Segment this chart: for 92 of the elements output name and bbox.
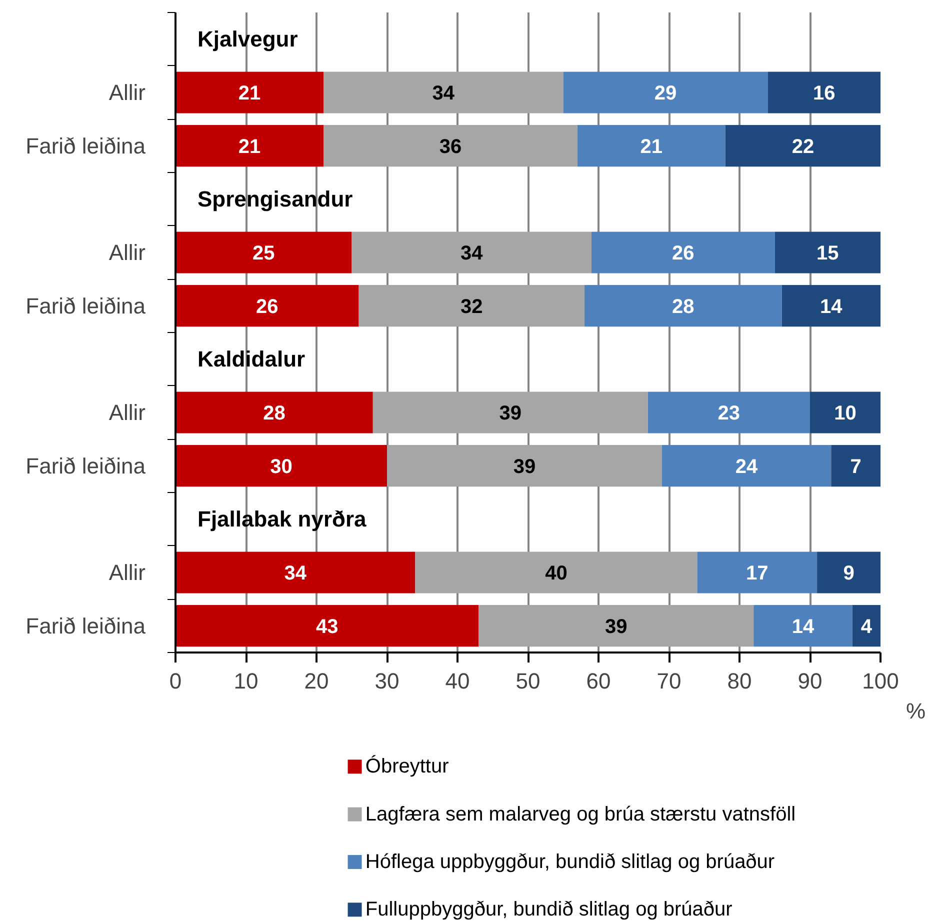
bar <box>831 445 880 487</box>
data-label: 29 <box>654 82 677 104</box>
bar <box>782 285 880 327</box>
bar <box>176 392 373 434</box>
bar <box>852 605 880 647</box>
y-tick-label: Kjalvegur <box>198 26 298 52</box>
data-label: 14 <box>820 296 844 318</box>
x-tick-label: 100 <box>862 668 899 694</box>
bar <box>768 72 880 114</box>
x-tick-label: 60 <box>586 668 611 694</box>
data-label: 39 <box>499 402 522 424</box>
legend-label: Óbreyttur <box>365 754 450 778</box>
bar <box>563 72 768 114</box>
bar <box>817 552 880 594</box>
data-label: 32 <box>460 296 483 318</box>
x-tick-label: 90 <box>798 668 822 694</box>
bar <box>372 392 648 434</box>
data-label: 21 <box>238 136 261 158</box>
data-label: 16 <box>812 82 836 104</box>
x-tick-label: 20 <box>304 668 329 694</box>
x-tick-label: 0 <box>169 668 182 694</box>
bar <box>415 552 698 594</box>
data-label: 39 <box>605 616 628 638</box>
bar <box>358 285 584 327</box>
x-tick-label: 10 <box>234 668 258 694</box>
y-tick-label: Farið leiðina <box>26 613 146 638</box>
bar <box>754 605 852 647</box>
y-tick-label: Fjallabak nyrðra <box>198 506 368 532</box>
data-label: 21 <box>640 136 662 158</box>
data-label: 30 <box>270 456 292 478</box>
text: % <box>906 698 926 724</box>
bar <box>810 392 880 434</box>
data-label: 17 <box>746 562 768 584</box>
bar <box>176 232 352 274</box>
data-label: 28 <box>263 402 286 424</box>
data-label: 43 <box>316 616 338 638</box>
x-tick-label: 30 <box>374 668 400 694</box>
y-tick-label: Allir <box>108 560 146 585</box>
data-label: 34 <box>432 82 456 104</box>
bar <box>176 445 387 487</box>
bar <box>176 552 416 594</box>
data-label: 36 <box>439 136 462 158</box>
data-label: 26 <box>256 296 278 318</box>
x-tick-label: 80 <box>727 668 752 694</box>
bar <box>176 125 324 167</box>
data-label: 9 <box>843 562 854 584</box>
y-tick-label: Allir <box>108 400 146 425</box>
bar <box>387 445 662 487</box>
y-tick-label: Farið leiðina <box>26 453 146 478</box>
data-label: 40 <box>545 562 568 584</box>
x-tick-label: 70 <box>656 668 682 694</box>
bar <box>176 72 324 114</box>
data-label: 34 <box>284 562 308 584</box>
bar <box>584 285 782 327</box>
data-label: 15 <box>816 242 839 264</box>
bar <box>176 605 479 647</box>
bar <box>697 552 818 594</box>
bar <box>577 125 726 167</box>
data-label: 28 <box>672 296 694 318</box>
data-label: 24 <box>735 456 759 478</box>
x-tick-label: 40 <box>445 668 470 694</box>
legend-label: Hóflega uppbyggður, bundið slitlag og brúaður <box>365 850 775 873</box>
legend-label: Fulluppbyggður, bundið slitlag og brúaður <box>365 898 733 921</box>
y-tick-label: Kaldidalur <box>198 346 306 372</box>
data-label: 34 <box>460 242 484 264</box>
y-tick-label: Allir <box>108 80 146 105</box>
data-label: 25 <box>252 242 275 264</box>
data-label: 14 <box>792 616 815 638</box>
bar <box>478 605 754 647</box>
bar <box>176 285 359 327</box>
y-tick-label: Farið leiðina <box>26 293 146 318</box>
bar <box>324 72 564 114</box>
data-label: 21 <box>238 82 261 104</box>
y-tick-label: Farið leiðina <box>26 133 146 158</box>
y-tick-label: Allir <box>108 240 146 265</box>
bar <box>774 232 880 274</box>
bar <box>725 125 880 167</box>
bar <box>648 392 810 434</box>
data-label: 22 <box>792 136 814 158</box>
data-label: 7 <box>850 456 862 478</box>
data-label: 26 <box>672 242 694 264</box>
data-label: 4 <box>860 616 873 638</box>
x-tick-label: 50 <box>516 668 540 694</box>
data-label: 39 <box>513 456 536 478</box>
legend-label: Lagfæra sem malarveg og brúa stærstu vatnsföll <box>365 803 796 826</box>
y-tick-label: Sprengisandur <box>198 186 354 212</box>
data-label: 10 <box>834 402 856 424</box>
bar <box>591 232 775 274</box>
data-label: 23 <box>718 402 740 424</box>
bar <box>324 125 578 167</box>
bar <box>352 232 592 274</box>
bar <box>662 445 832 487</box>
